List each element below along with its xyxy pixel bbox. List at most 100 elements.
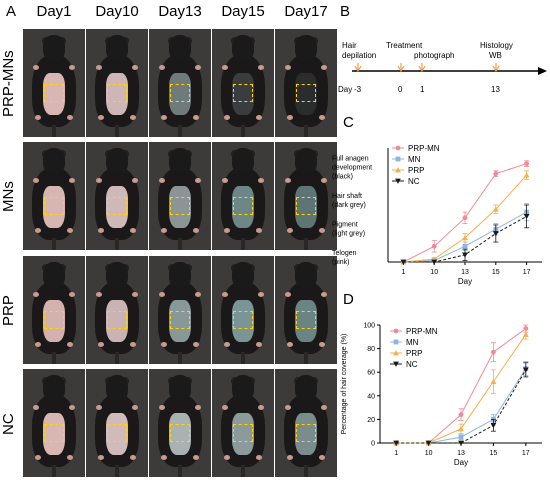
mouse-photo (86, 256, 148, 364)
data-point (458, 440, 464, 446)
mouse-paw (96, 178, 102, 183)
mouse-paw (321, 292, 327, 297)
y-axis-label: Percentage of hair coverage (%) (341, 334, 348, 435)
mouse-head (106, 148, 128, 174)
timeline-event-wb: WB (489, 51, 502, 60)
x-tick-label: 1 (401, 269, 405, 276)
depilated-skin-patch (169, 413, 191, 455)
mouse-paw (319, 228, 325, 233)
x-tick-label: 1 (394, 450, 398, 457)
mouse-paw (256, 342, 262, 347)
mouse-paw (256, 455, 262, 460)
region-of-interest-box (296, 311, 316, 329)
depilated-skin-patch (43, 300, 65, 342)
mouse-head (295, 148, 317, 174)
timeline-day-label: Day (338, 85, 352, 94)
data-point (395, 156, 401, 162)
legend-entry: PRP-MN (408, 144, 440, 153)
mouse-paw (224, 342, 230, 347)
data-point (462, 215, 468, 221)
region-of-interest-box (296, 424, 316, 442)
x-axis-label: Day (458, 277, 472, 286)
mouse-paw (287, 228, 293, 233)
mouse-paw (287, 115, 293, 120)
data-point (395, 167, 401, 173)
mouse-tail (241, 125, 245, 137)
data-point (431, 259, 438, 265)
region-of-interest-box (233, 197, 253, 215)
legend-entry: PRP (406, 349, 422, 358)
data-point (490, 422, 497, 429)
x-tick-label: 15 (492, 269, 500, 276)
data-point (458, 425, 464, 432)
mouse-tail (52, 238, 56, 250)
mouse-paw (287, 342, 293, 347)
mouse-head (43, 35, 65, 61)
y-tick-label: 80 (367, 346, 375, 353)
mouse-paw (67, 115, 73, 120)
data-point (492, 231, 499, 237)
mouse-tail (52, 352, 56, 364)
y-category-label: (black) (332, 174, 353, 181)
mouse-paw (67, 455, 73, 460)
mouse-paw (321, 65, 327, 70)
mouse-paw (69, 178, 75, 183)
region-of-interest-box (233, 424, 253, 442)
mouse-tail (115, 352, 119, 364)
depilated-skin-patch (106, 73, 128, 115)
series-line (396, 369, 527, 444)
mouse-tail (52, 125, 56, 137)
timeline-marker-histology (492, 63, 500, 73)
timeline-event-histology: Histology (480, 41, 513, 50)
mouse-photo (149, 29, 211, 137)
column-heading-day15: Day15 (221, 3, 265, 20)
data-point (523, 172, 530, 178)
depilated-skin-patch (106, 413, 128, 455)
mouse-paw (132, 178, 138, 183)
data-point (395, 145, 401, 151)
depilated-skin-patch (295, 413, 317, 455)
mouse-paw (96, 292, 102, 297)
mouse-tail (241, 238, 245, 250)
mouse-photo (23, 256, 85, 364)
mouse-photo (23, 369, 85, 477)
mouse-paw (224, 455, 230, 460)
mouse-paw (35, 455, 41, 460)
mouse-paw (132, 65, 138, 70)
mouse-paw (222, 178, 228, 183)
region-of-interest-box (107, 197, 127, 215)
timeline-marker-depilation (354, 63, 362, 73)
panel-label-b: B (340, 3, 351, 20)
treatment-timeline: Hair depilation Treatment photograph His… (338, 41, 547, 94)
mouse-paw (256, 115, 262, 120)
mouse-tail (115, 465, 119, 477)
mouse-paw (285, 405, 291, 410)
column-heading-day1: Day1 (36, 3, 72, 20)
mouse-head (295, 35, 317, 61)
data-point (492, 206, 499, 212)
data-point (491, 349, 496, 355)
data-point (458, 434, 464, 440)
column-heading-day13: Day13 (158, 3, 202, 20)
data-point (523, 214, 530, 220)
column-heading-day10: Day10 (95, 3, 139, 20)
region-of-interest-box (233, 84, 253, 102)
depilated-skin-patch (295, 300, 317, 342)
timeline-marker-photograph (418, 63, 426, 73)
y-tick-label: 60 (367, 370, 375, 377)
mouse-tail (241, 352, 245, 364)
region-of-interest-box (107, 84, 127, 102)
legend-entry: NC (408, 177, 420, 186)
mouse-paw (98, 115, 104, 120)
y-category-label: Telogen (332, 250, 357, 257)
mouse-paw (258, 292, 264, 297)
data-point (522, 331, 529, 337)
mouse-head (295, 262, 317, 288)
legend-entry: MN (406, 338, 419, 347)
timeline-tick-day-0: 0 (398, 85, 403, 94)
mouse-head (106, 375, 128, 401)
mouse-paw (33, 405, 39, 410)
mouse-tail (52, 465, 56, 477)
y-category-label: Pigment (332, 222, 358, 229)
